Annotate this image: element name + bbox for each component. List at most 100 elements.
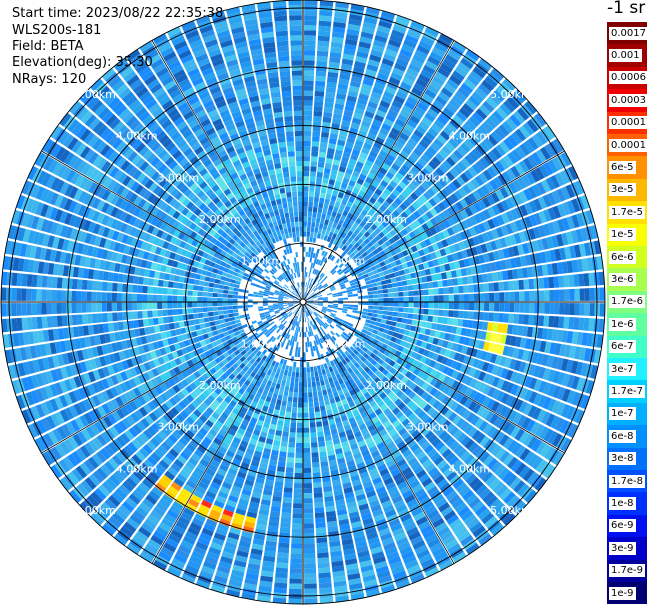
ray-gate-cell	[372, 338, 380, 345]
ray-gate-cell	[147, 514, 160, 526]
ray-gate-cell	[277, 552, 289, 559]
ray-gate-cell	[121, 500, 135, 513]
ray-gate-cell	[303, 538, 315, 544]
ray-gate-cell	[300, 347, 303, 353]
ray-gate-cell	[336, 322, 343, 327]
ray-gate-cell	[449, 333, 456, 342]
ray-gate-cell	[274, 361, 280, 368]
ray-gate-cell	[343, 344, 350, 351]
ray-gate-cell	[253, 396, 260, 403]
ray-gate-cell	[105, 477, 118, 490]
ray-gate-cell	[480, 331, 487, 340]
ray-gate-cell	[528, 391, 538, 404]
ray-gate-cell	[300, 306, 302, 312]
ray-gate-cell	[329, 397, 336, 404]
ray-gate-cell	[423, 444, 434, 455]
ray-gate-cell	[428, 309, 434, 316]
ray-gate-cell	[337, 307, 343, 311]
ray-gate-cell	[289, 361, 294, 367]
ray-gate-cell	[361, 314, 367, 319]
ray-gate-cell	[194, 513, 206, 523]
ray-gate-cell	[406, 498, 418, 508]
ray-gate-cell	[336, 508, 348, 516]
ray-gate-cell	[123, 521, 137, 534]
ray-gate-cell	[299, 362, 303, 368]
ray-gate-cell	[369, 380, 377, 388]
ray-gate-cell	[316, 542, 328, 549]
ray-gate-cell	[377, 523, 389, 532]
ray-gate-cell	[301, 306, 303, 313]
ray-gate-cell	[233, 512, 245, 521]
ray-gate-cell	[519, 448, 531, 461]
ray-gate-cell	[188, 425, 198, 435]
ray-gate-cell	[215, 450, 225, 459]
ray-gate-cell	[312, 319, 316, 325]
ray-gate-cell	[304, 553, 316, 559]
ray-gate-cell	[203, 560, 217, 570]
ray-gate-cell	[320, 311, 326, 315]
ray-gate-cell	[338, 303, 344, 307]
ray-gate-cell	[254, 342, 261, 349]
ray-gate-cell	[413, 308, 419, 314]
ray-gate-cell	[147, 278, 154, 286]
ray-gate-cell	[56, 302, 62, 314]
ray-gate-cell	[343, 369, 350, 376]
ray-gate-cell	[242, 457, 252, 465]
ray-gate-cell	[308, 310, 312, 315]
ray-gate-cell	[358, 302, 364, 305]
ray-gate-cell	[284, 315, 289, 320]
ray-gate-cell	[391, 355, 399, 362]
ray-gate-cell	[378, 327, 385, 333]
ray-gate-cell	[198, 481, 209, 490]
ray-gate-cell	[300, 357, 303, 363]
ray-gate-cell	[424, 567, 440, 578]
ray-gate-cell	[247, 506, 259, 514]
ray-gate-cell	[152, 506, 166, 517]
ray-gate-cell	[242, 308, 249, 312]
ray-gate-cell	[343, 450, 353, 458]
ray-gate-cell	[382, 310, 389, 316]
ray-gate-cell	[234, 555, 248, 563]
ray-gate-cell	[501, 380, 510, 392]
ray-gate-cell	[221, 380, 229, 388]
ray-gate-cell	[276, 313, 282, 317]
ray-gate-cell	[393, 378, 401, 386]
ray-gate-cell	[318, 375, 324, 381]
ray-gate-cell	[141, 294, 148, 302]
ray-gate-cell	[142, 444, 153, 455]
ray-gate-cell	[282, 337, 287, 344]
ray-gate-cell	[422, 529, 436, 540]
ray-gate-cell	[403, 307, 409, 313]
ray-gate-cell	[286, 375, 291, 382]
ray-gate-cell	[288, 437, 296, 443]
ray-gate-cell	[275, 572, 288, 579]
ray-gate-cell	[410, 443, 420, 453]
ray-gate-cell	[321, 336, 326, 343]
ray-gate-cell	[136, 293, 143, 302]
ray-gate-cell	[330, 469, 339, 476]
ray-gate-cell	[406, 475, 418, 485]
ray-gate-cell	[208, 463, 218, 473]
ray-gate-cell	[150, 534, 164, 546]
ray-gate-cell	[208, 415, 217, 424]
ray-gate-cell	[533, 315, 540, 326]
ray-gate-cell	[250, 400, 258, 408]
ray-gate-cell	[359, 331, 366, 337]
ray-gate-cell	[267, 346, 273, 353]
ray-gate-cell	[219, 280, 226, 285]
ray-gate-cell	[86, 313, 93, 324]
ray-gate-cell	[303, 306, 305, 313]
ray-gate-cell	[523, 433, 534, 447]
ray-gate-cell	[278, 389, 284, 396]
ray-gate-cell	[323, 430, 331, 437]
ray-gate-cell	[446, 470, 458, 482]
ray-gate-cell	[258, 467, 267, 475]
ray-gate-cell	[269, 335, 275, 341]
ray-gate-cell	[342, 376, 348, 383]
ray-gate-cell	[227, 309, 234, 314]
ray-gate-cell	[159, 383, 168, 392]
ray-gate-cell	[296, 305, 300, 310]
ray-gate-cell	[245, 398, 253, 405]
ray-gate-cell	[198, 318, 205, 324]
ray-gate-cell	[280, 441, 288, 448]
